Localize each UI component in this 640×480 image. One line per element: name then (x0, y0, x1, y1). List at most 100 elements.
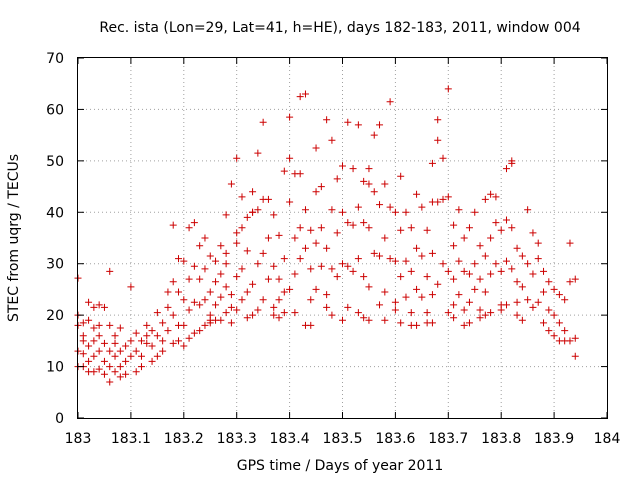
data-point (317, 262, 325, 270)
x-tick-label: 183.6 (375, 431, 415, 447)
data-point (249, 280, 257, 288)
data-point (111, 339, 119, 347)
data-point (428, 291, 436, 299)
data-point (90, 337, 98, 345)
data-point (508, 157, 516, 165)
data-point (365, 283, 373, 291)
data-point (508, 224, 516, 232)
data-point (497, 267, 505, 275)
data-point (280, 288, 288, 296)
data-point (487, 190, 495, 198)
data-point (116, 363, 124, 371)
data-point (333, 273, 341, 281)
data-point (185, 306, 193, 314)
data-point (502, 257, 510, 265)
data-point (550, 285, 558, 293)
data-point (529, 270, 537, 278)
data-point (450, 275, 458, 283)
data-point (545, 306, 553, 314)
data-point (296, 224, 304, 232)
x-tick-label: 183.8 (481, 431, 521, 447)
data-point (386, 255, 394, 263)
data-point (418, 252, 426, 260)
data-point (349, 165, 357, 173)
data-point (450, 301, 458, 309)
data-point (402, 208, 410, 216)
data-point (227, 319, 235, 327)
data-point (238, 296, 246, 304)
data-point (201, 234, 209, 242)
data-point (502, 216, 510, 224)
data-point (381, 234, 389, 242)
data-point (249, 188, 257, 196)
data-point (471, 208, 479, 216)
data-point (227, 303, 235, 311)
data-point (349, 221, 357, 229)
data-point (127, 337, 135, 345)
data-point (301, 244, 309, 252)
x-tick-label: 183.7 (428, 431, 468, 447)
data-point (413, 244, 421, 252)
data-point (212, 278, 220, 286)
data-point (487, 270, 495, 278)
data-point (169, 278, 177, 286)
x-tick-label: 183.2 (164, 431, 204, 447)
data-point (397, 226, 405, 234)
data-point (450, 242, 458, 250)
data-point (386, 98, 394, 106)
data-point (143, 339, 151, 347)
data-point (95, 332, 103, 340)
data-point (513, 311, 521, 319)
data-point (270, 211, 278, 219)
data-point (90, 352, 98, 360)
data-point (312, 144, 320, 152)
data-point (413, 321, 421, 329)
data-point (434, 116, 442, 124)
data-point (148, 357, 156, 365)
data-point (360, 177, 368, 185)
data-point (465, 298, 473, 306)
data-point (201, 265, 209, 273)
data-point (391, 298, 399, 306)
data-point (524, 260, 532, 268)
data-point (85, 316, 93, 324)
data-point (354, 203, 362, 211)
data-point (540, 267, 548, 275)
y-axis-label: STEC from uqrg / TECUs (6, 154, 22, 322)
data-point (206, 252, 214, 260)
data-point (90, 324, 98, 332)
data-point (434, 136, 442, 144)
data-point (354, 121, 362, 129)
data-point (132, 329, 140, 337)
data-point (339, 260, 346, 268)
data-point (413, 285, 421, 293)
data-point (100, 303, 108, 311)
data-point (460, 306, 468, 314)
y-tick-label: 50 (46, 154, 64, 170)
data-point (365, 316, 373, 324)
data-point (561, 327, 569, 335)
data-point (233, 239, 241, 247)
data-point (254, 306, 262, 314)
data-point (201, 321, 209, 329)
data-point (534, 255, 542, 263)
data-point (307, 321, 315, 329)
data-point (164, 288, 172, 296)
data-point (566, 239, 574, 247)
data-point (227, 180, 235, 188)
data-point (190, 219, 198, 227)
data-point (206, 311, 214, 319)
axis-ticks: 183 183.1 183.2 183.3 183.4 183.5 183.6 183.7 18… (46, 51, 620, 447)
data-point (264, 275, 272, 283)
data-point (259, 296, 267, 304)
data-point (423, 309, 431, 317)
y-tick-label: 10 (46, 360, 64, 376)
data-point (439, 260, 447, 268)
data-point (492, 193, 500, 201)
data-point (307, 226, 315, 234)
data-point (476, 242, 484, 250)
data-point (476, 306, 484, 314)
data-point (370, 188, 378, 196)
